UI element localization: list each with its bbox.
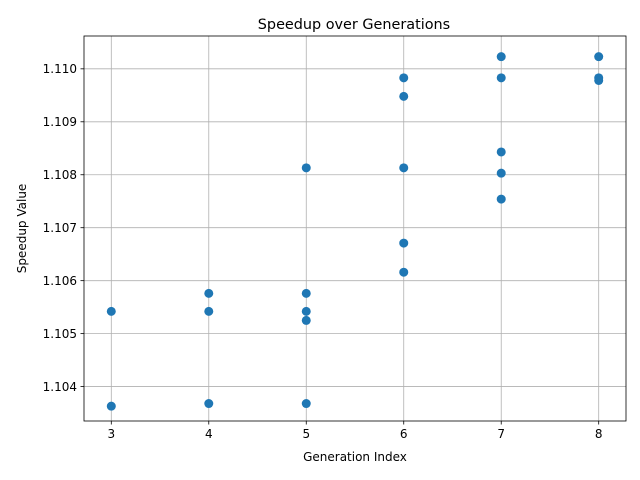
- y-tick-label: 1.107: [43, 221, 77, 235]
- data-point: [399, 238, 409, 248]
- x-tick-label: 3: [107, 427, 115, 441]
- data-point: [496, 73, 506, 83]
- data-point: [301, 288, 311, 298]
- data-point: [399, 163, 409, 173]
- x-tick-label: 6: [400, 427, 408, 441]
- data-point: [301, 163, 311, 173]
- data-point: [496, 147, 506, 157]
- y-tick-label: 1.109: [43, 115, 77, 129]
- data-point: [301, 399, 311, 409]
- data-point: [594, 52, 604, 62]
- y-tick-label: 1.105: [43, 327, 77, 341]
- data-point: [496, 168, 506, 178]
- data-point: [399, 91, 409, 101]
- data-point: [204, 306, 214, 316]
- x-tick-label: 5: [302, 427, 310, 441]
- y-tick-label: 1.108: [43, 168, 77, 182]
- data-point: [204, 288, 214, 298]
- x-axis-label: Generation Index: [303, 450, 407, 464]
- x-tick-label: 8: [595, 427, 603, 441]
- x-tick-label: 7: [497, 427, 505, 441]
- data-point: [301, 306, 311, 316]
- y-tick-label: 1.110: [43, 62, 77, 76]
- data-point: [496, 52, 506, 62]
- data-point: [301, 315, 311, 325]
- data-point: [399, 267, 409, 277]
- data-point: [399, 73, 409, 83]
- data-point: [106, 401, 116, 411]
- data-point: [496, 194, 506, 204]
- plot-frame: [83, 35, 627, 422]
- data-point: [106, 306, 116, 316]
- data-point: [594, 75, 604, 85]
- data-point: [204, 399, 214, 409]
- chart-title: Speedup over Generations: [258, 17, 450, 33]
- y-tick-label: 1.106: [43, 274, 77, 288]
- y-tick-label: 1.104: [43, 380, 77, 394]
- x-tick-label: 4: [205, 427, 213, 441]
- y-axis-label: Speedup Value: [15, 184, 29, 274]
